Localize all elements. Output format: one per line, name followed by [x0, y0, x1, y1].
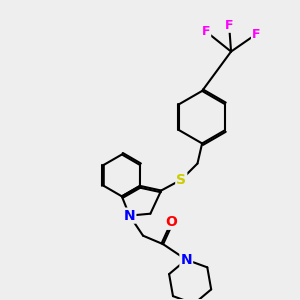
- Text: F: F: [202, 25, 210, 38]
- Text: F: F: [225, 19, 233, 32]
- Text: O: O: [166, 215, 178, 229]
- Text: N: N: [180, 253, 192, 267]
- Text: N: N: [124, 208, 135, 223]
- Text: S: S: [176, 173, 186, 187]
- Text: F: F: [252, 28, 260, 41]
